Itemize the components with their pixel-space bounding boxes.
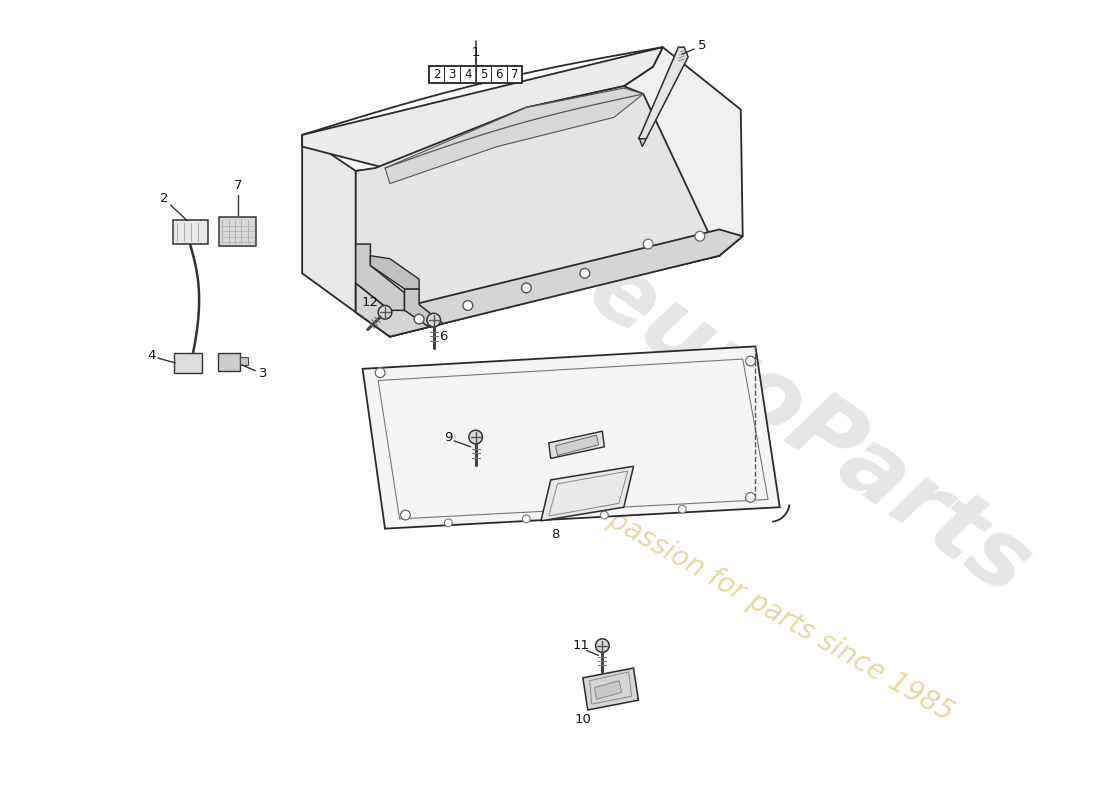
- Text: 7: 7: [510, 68, 518, 81]
- Text: 11: 11: [572, 639, 590, 652]
- Text: 9: 9: [444, 430, 452, 443]
- Text: 4: 4: [147, 349, 156, 362]
- Polygon shape: [541, 466, 634, 521]
- Polygon shape: [355, 244, 405, 310]
- Circle shape: [601, 511, 608, 519]
- Polygon shape: [371, 256, 419, 289]
- FancyBboxPatch shape: [240, 357, 248, 365]
- Polygon shape: [639, 138, 646, 146]
- Circle shape: [469, 430, 483, 444]
- Circle shape: [595, 638, 609, 653]
- Circle shape: [644, 239, 653, 249]
- Circle shape: [746, 493, 756, 502]
- Circle shape: [695, 231, 705, 241]
- Circle shape: [400, 510, 410, 520]
- Text: 8: 8: [551, 528, 560, 541]
- Circle shape: [522, 515, 530, 523]
- Text: 12: 12: [362, 296, 378, 309]
- Polygon shape: [363, 346, 780, 529]
- Polygon shape: [302, 135, 355, 312]
- Circle shape: [521, 283, 531, 293]
- Polygon shape: [355, 86, 719, 337]
- Polygon shape: [638, 47, 689, 138]
- FancyBboxPatch shape: [175, 354, 201, 373]
- FancyBboxPatch shape: [219, 217, 256, 246]
- Text: 3: 3: [258, 367, 267, 380]
- FancyBboxPatch shape: [174, 220, 208, 244]
- Polygon shape: [355, 47, 742, 337]
- Text: 2: 2: [161, 192, 169, 205]
- Circle shape: [463, 301, 473, 310]
- Polygon shape: [549, 431, 604, 458]
- Text: 1: 1: [472, 46, 480, 58]
- FancyBboxPatch shape: [218, 354, 240, 370]
- Circle shape: [746, 356, 756, 366]
- Circle shape: [427, 314, 441, 327]
- Text: 6: 6: [439, 330, 448, 343]
- Circle shape: [378, 306, 392, 319]
- Text: 2: 2: [433, 68, 440, 81]
- Circle shape: [580, 269, 590, 278]
- Text: 6: 6: [495, 68, 503, 81]
- Polygon shape: [583, 668, 638, 710]
- Circle shape: [679, 506, 686, 513]
- Text: 5: 5: [480, 68, 487, 81]
- Polygon shape: [595, 681, 621, 699]
- Text: 10: 10: [574, 713, 592, 726]
- Text: a passion for parts since 1985: a passion for parts since 1985: [581, 493, 959, 726]
- Text: euroParts: euroParts: [571, 243, 1047, 615]
- Circle shape: [444, 519, 452, 526]
- Polygon shape: [355, 230, 742, 337]
- Polygon shape: [302, 47, 663, 168]
- Polygon shape: [405, 289, 443, 327]
- Text: 5: 5: [697, 38, 706, 52]
- Text: 4: 4: [464, 68, 472, 81]
- Circle shape: [375, 368, 385, 378]
- Text: 7: 7: [233, 179, 242, 192]
- Circle shape: [415, 314, 424, 324]
- Polygon shape: [385, 88, 644, 184]
- FancyBboxPatch shape: [429, 66, 522, 83]
- Polygon shape: [556, 435, 598, 455]
- Text: 3: 3: [449, 68, 455, 81]
